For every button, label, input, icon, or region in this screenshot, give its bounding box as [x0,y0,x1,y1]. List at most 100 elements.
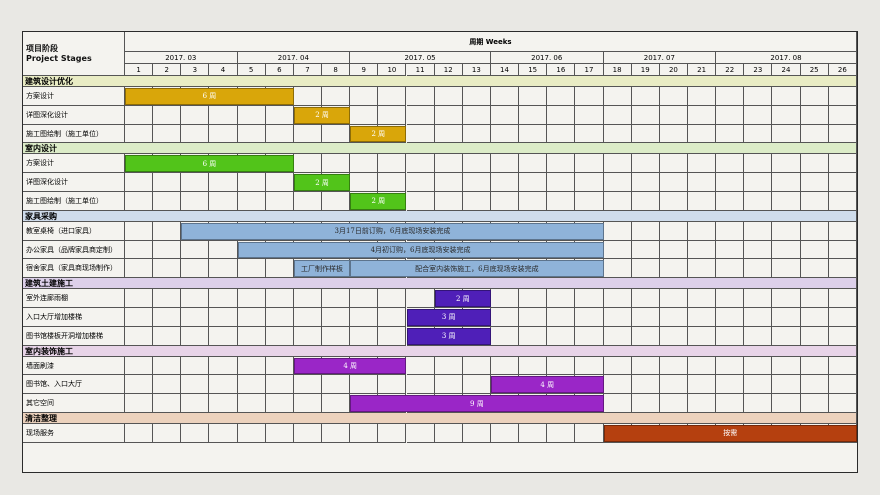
grid-cell [716,375,745,395]
grid-cell [631,394,660,413]
grid-cell [603,221,632,241]
grid-cell [688,124,717,144]
grid-cell [547,154,576,174]
grid-cell [631,326,660,346]
grid-cell [181,308,210,327]
grid-cell [744,375,773,395]
grid-cell [209,424,238,443]
grid-cell [772,87,801,106]
grid-cell [772,308,801,327]
task-bar: 2 周 [434,290,491,307]
grid-cell [828,326,857,346]
grid-cell [659,356,688,376]
week-number: 5 [237,64,266,76]
grid-cell [125,173,154,192]
task-bar: 2 周 [350,193,407,210]
grid-cell [153,424,182,443]
grid-cell [406,289,435,308]
grid-cell [209,173,238,192]
grid-cell [547,173,576,192]
grid-cell [828,105,857,125]
week-number: 21 [688,64,717,76]
grid-cell [125,221,154,241]
grid-cell [772,375,801,395]
grid-cell [547,289,576,308]
section-header: 室内设计 [23,143,857,155]
grid-cell [153,259,182,279]
grid-cell [688,240,717,260]
grid-cell [462,124,491,144]
grid-cell [265,259,294,279]
grid-cell [575,124,604,144]
grid-cell [547,424,576,443]
grid-cell [350,105,379,125]
grid-cell [322,87,351,106]
grid-cell [125,308,154,327]
grid-cell [772,326,801,346]
grid-cell [744,87,773,106]
grid-cell [716,87,745,106]
grid-cell [293,326,323,346]
grid-cell [688,289,717,308]
section-header: 家具采购 [23,210,857,222]
week-number: 20 [659,64,688,76]
grid-cell [293,154,323,174]
task-label: 方案设计 [23,154,125,174]
grid-cell [125,326,154,346]
grid-cell [181,394,210,413]
grid-cell [575,192,604,211]
grid-cell [603,308,632,327]
grid-cell [265,192,294,211]
grid-cell [434,124,463,144]
grid-cell [519,424,548,443]
week-number: 10 [378,64,407,76]
grid-cell [547,124,576,144]
grid-cell [688,87,717,106]
grid-cell [519,308,548,327]
week-number: 22 [716,64,745,76]
grid-cell [406,424,435,443]
grid-cell [350,289,379,308]
grid-cell [265,394,294,413]
grid-cell [519,356,548,376]
grid-cell [744,394,773,413]
grid-cell [603,326,632,346]
task-bar: 4月初订购，6月底现场安装完成 [237,241,604,259]
grid-cell [265,105,294,125]
grid-cell [125,375,154,395]
grid-cell [800,394,829,413]
task-label: 其它空间 [23,394,125,413]
grid-cell [575,289,604,308]
grid-cell [209,356,238,376]
grid-cell [209,308,238,327]
grid-cell [406,375,435,395]
month-header: 2017. 06 [490,52,604,64]
grid-cell [716,105,745,125]
grid-cell [828,192,857,211]
grid-cell [181,424,210,443]
grid-cell [800,154,829,174]
grid-cell [322,424,351,443]
grid-cell [659,308,688,327]
week-number: 4 [209,64,238,76]
task-bar: 配合室内装饰施工，6月底现场安装完成 [350,260,604,278]
grid-cell [631,192,660,211]
grid-cell [265,424,294,443]
grid-cell [800,289,829,308]
grid-cell [547,326,576,346]
grid-cell [434,192,463,211]
grid-cell [265,124,294,144]
week-number: 14 [490,64,520,76]
grid-cell [772,259,801,279]
grid-cell [181,375,210,395]
week-number: 26 [828,64,857,76]
grid-cell [828,375,857,395]
grid-cell [237,105,266,125]
grid-cell [688,356,717,376]
grid-cell [125,394,154,413]
grid-cell [744,356,773,376]
grid-cell [631,259,660,279]
grid-cell [744,105,773,125]
grid-cell [153,326,182,346]
week-number: 12 [434,64,463,76]
